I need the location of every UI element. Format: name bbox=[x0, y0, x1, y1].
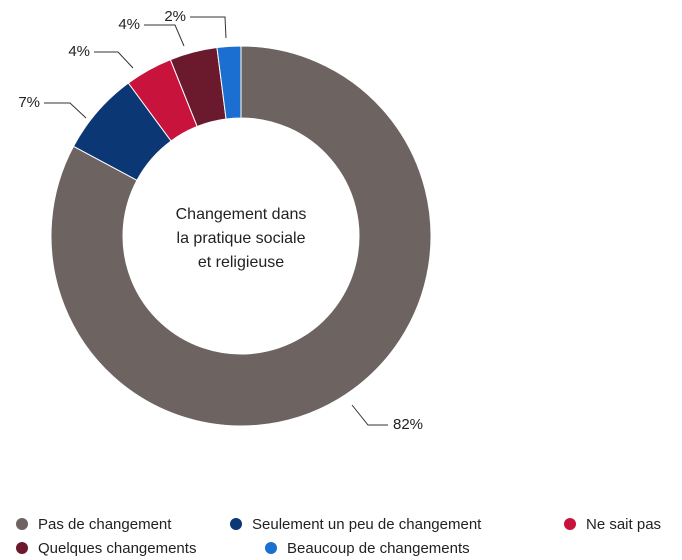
legend-label: Pas de changement bbox=[38, 516, 172, 533]
legend-label: Quelques changements bbox=[38, 540, 196, 557]
legend-marker bbox=[16, 518, 28, 530]
data-label: 82% bbox=[393, 416, 423, 433]
leader-line bbox=[94, 51, 134, 69]
data-label: 7% bbox=[18, 94, 40, 111]
data-label: 4% bbox=[68, 43, 90, 60]
leader-line bbox=[190, 16, 227, 39]
leader-line bbox=[44, 102, 87, 119]
data-label: 2% bbox=[164, 8, 186, 25]
center-label: Changement dans bbox=[176, 206, 307, 223]
legend-marker bbox=[265, 542, 277, 554]
legend-label: Seulement un peu de changement bbox=[252, 516, 482, 533]
legend-marker bbox=[230, 518, 242, 530]
center-label: et religieuse bbox=[198, 254, 284, 271]
legend-label: Beaucoup de changements bbox=[287, 540, 470, 557]
legend-label: Ne sait pas bbox=[586, 516, 661, 533]
leader-line bbox=[144, 24, 185, 47]
donut-slice bbox=[216, 45, 242, 120]
leader-line bbox=[351, 404, 388, 426]
data-label: 4% bbox=[118, 16, 140, 33]
legend-marker bbox=[564, 518, 576, 530]
donut-slice bbox=[50, 45, 432, 427]
legend-marker bbox=[16, 542, 28, 554]
center-label: la pratique sociale bbox=[177, 230, 306, 247]
